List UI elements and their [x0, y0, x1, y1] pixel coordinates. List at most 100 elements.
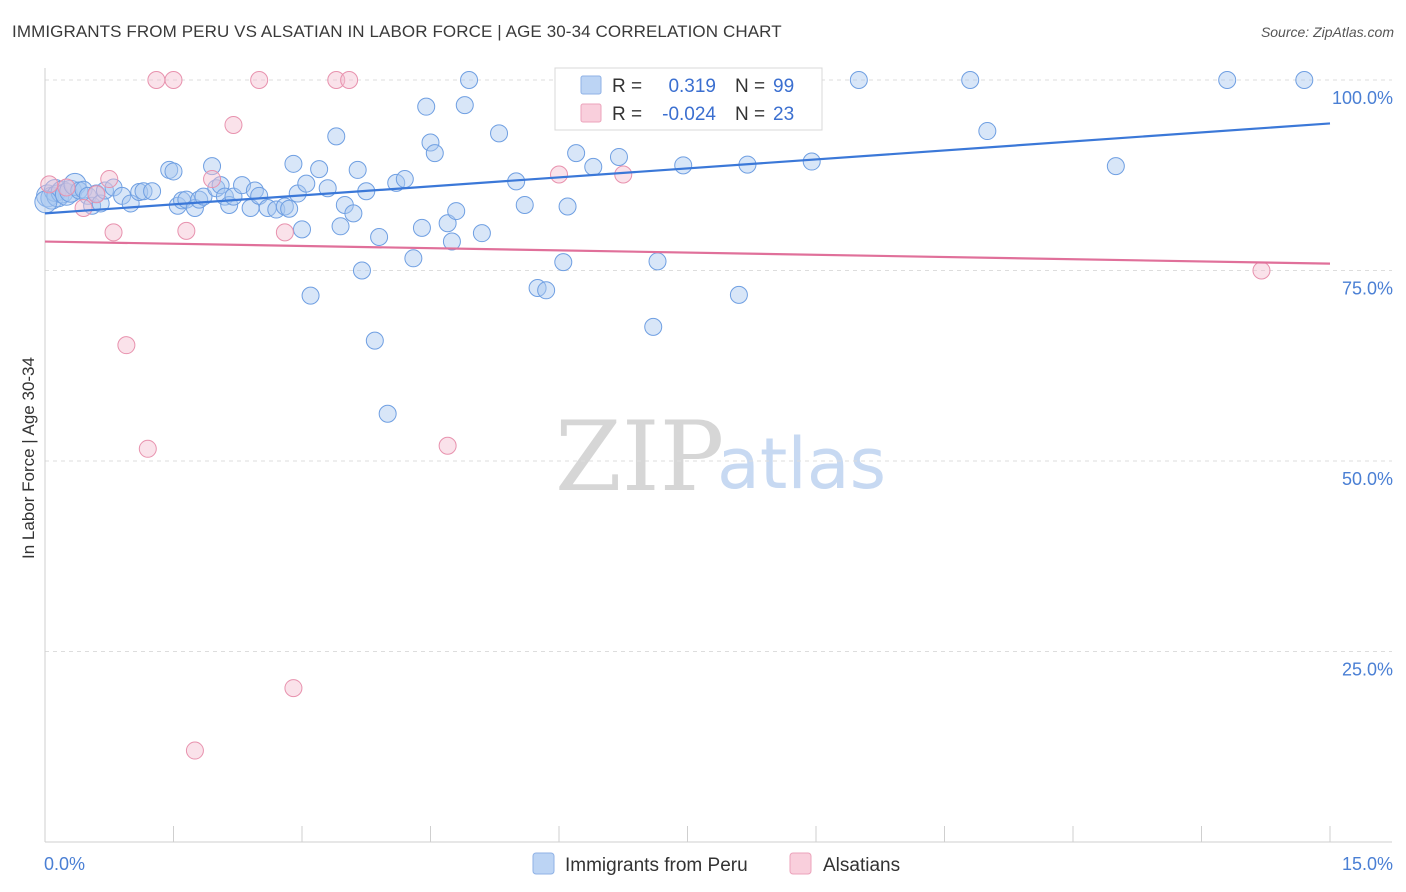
- peru-point-67: [438, 214, 457, 233]
- peru-point-80: [567, 144, 586, 163]
- peru-point-78: [554, 253, 573, 272]
- peru-point-68: [442, 232, 461, 251]
- peru-point-98: [34, 190, 58, 214]
- peru-point-84: [644, 317, 663, 336]
- peru-point-65: [421, 133, 440, 152]
- peru-point-7: [63, 172, 87, 196]
- peru-point-51: [331, 217, 350, 236]
- alsatian-point-7: [138, 439, 157, 458]
- peru-point-61: [395, 170, 414, 189]
- peru-point-38: [250, 186, 269, 205]
- x-tick-label-1: 15.0%: [1342, 854, 1393, 874]
- peru-point-88: [729, 285, 748, 304]
- peru-point-66: [425, 144, 444, 163]
- alsatian-point-0: [40, 175, 59, 194]
- alsatian-point-18: [340, 71, 359, 89]
- alsatian-point-13: [224, 115, 243, 134]
- peru-point-82: [609, 147, 628, 166]
- peru-point-59: [378, 404, 397, 423]
- alsatian-point-12: [203, 170, 222, 189]
- peru-point-62: [404, 249, 423, 268]
- peru-point-75: [515, 195, 534, 214]
- alsatian-point-1: [57, 178, 76, 197]
- watermark-zip: ZIP: [555, 401, 724, 513]
- peru-point-94: [978, 122, 997, 141]
- legend-swatch-blue: [580, 75, 602, 95]
- alsatian-point-16: [284, 679, 303, 698]
- trend-lines: [44, 122, 1331, 265]
- peru-point-58: [370, 227, 389, 246]
- legend-n-value-1: 99: [773, 76, 794, 97]
- gridlines: [45, 79, 1392, 652]
- series-legend-label-peru: Immigrants from Peru: [565, 855, 748, 876]
- y-tick-label-100: 100.0%: [1332, 88, 1393, 108]
- alsatian-point-11: [185, 741, 204, 760]
- peru-point-55: [352, 261, 371, 280]
- series-legend-label-alsatians: Alsatians: [823, 855, 900, 876]
- alsatian-point-9: [164, 71, 183, 89]
- watermark-atlas: atlas: [717, 423, 886, 505]
- peru-point-50: [327, 127, 346, 146]
- peru-point-71: [460, 71, 479, 89]
- peru-point-92: [849, 71, 868, 89]
- peru-point-28: [194, 187, 213, 206]
- peru-point-64: [417, 97, 436, 116]
- peru-point-85: [648, 252, 667, 271]
- peru-point-57: [365, 331, 384, 350]
- alsatian-point-15: [275, 223, 294, 242]
- alsatian-point-8: [147, 71, 166, 89]
- alsatian-point-17: [327, 71, 346, 89]
- peru-point-63: [412, 218, 431, 237]
- peru-point-95: [1106, 157, 1125, 176]
- legend-r-label-2: R =: [612, 104, 642, 125]
- peru-point-86: [674, 156, 693, 175]
- peru-point-54: [348, 160, 367, 179]
- stats-legend: R = 0.319 N = 99 R = -0.024 N = 23: [554, 67, 823, 131]
- y-tick-label-50: 50.0%: [1342, 469, 1393, 489]
- peru-point-48: [310, 160, 329, 179]
- y-tick-label-25: 25.0%: [1342, 660, 1393, 680]
- legend-swatch-pink: [580, 103, 602, 123]
- chart-title: IMMIGRANTS FROM PERU VS ALSATIAN IN LABO…: [12, 22, 782, 41]
- peru-point-97: [1295, 71, 1314, 89]
- peru-point-5: [54, 182, 78, 206]
- peru-point-96: [1218, 71, 1237, 89]
- peru-point-42: [280, 199, 299, 218]
- alsatian-point-14: [250, 71, 269, 89]
- alsatian-point-22: [1252, 261, 1271, 280]
- alsatian-point-20: [550, 165, 568, 184]
- series-legend-swatch-alsatians: [789, 852, 812, 875]
- peru-point-81: [584, 157, 603, 176]
- legend-r-label-1: R =: [612, 76, 642, 97]
- legend-r-value-2: -0.024: [662, 104, 716, 125]
- peru-point-45: [293, 220, 311, 239]
- axes: 25.0% 50.0% 75.0% 100.0% 0.0% 15.0%: [44, 68, 1393, 874]
- peru-point-91: [802, 152, 821, 171]
- peru-point-20: [143, 182, 162, 201]
- x-tick-label-0: 0.0%: [44, 854, 85, 874]
- peru-point-53: [344, 204, 363, 223]
- y-axis-title: In Labor Force | Age 30-34: [19, 357, 38, 559]
- peru-point-46: [297, 174, 316, 193]
- legend-n-label-2: N =: [735, 104, 765, 125]
- alsatian-point-10: [177, 221, 196, 240]
- source-credit: Source: ZipAtlas.com: [1260, 24, 1394, 40]
- legend-n-label-1: N =: [735, 76, 765, 97]
- peru-point-73: [490, 124, 509, 143]
- peru-point-60: [387, 173, 406, 192]
- peru-point-93: [961, 71, 980, 89]
- series-legend-swatch-peru: [532, 852, 555, 875]
- peru-point-22: [164, 162, 183, 181]
- alsatian-point-21: [614, 165, 633, 184]
- alsatian-point-5: [104, 223, 123, 242]
- peru-point-77: [537, 281, 556, 300]
- peru-point-79: [558, 197, 577, 216]
- alsatian-point-3: [87, 185, 106, 204]
- series-legend: Immigrants from Peru Alsatians: [532, 852, 900, 876]
- peru-point-47: [301, 286, 320, 305]
- peru-point-29: [203, 157, 222, 176]
- y-tick-label-75: 75.0%: [1342, 279, 1393, 299]
- peru-point-43: [284, 154, 303, 173]
- peru-point-70: [455, 96, 474, 115]
